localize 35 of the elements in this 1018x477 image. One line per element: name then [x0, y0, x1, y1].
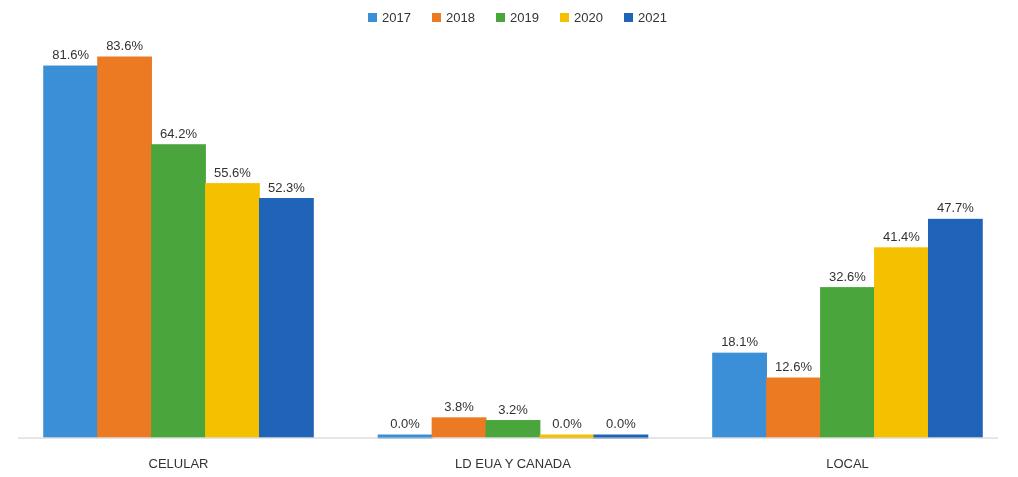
bar — [431, 417, 487, 438]
x-tick-label: CELULAR — [148, 456, 209, 471]
legend-label: 2017 — [382, 10, 411, 25]
data-label: 12.6% — [775, 359, 813, 375]
legend-label: 2018 — [446, 10, 475, 25]
data-label: 55.6% — [214, 164, 252, 180]
data-label: 0.0% — [606, 416, 637, 431]
bar — [205, 183, 260, 438]
x-tick-label: LOCAL — [826, 456, 869, 471]
bar — [712, 352, 767, 438]
legend-label: 2020 — [574, 10, 603, 25]
data-label: 47.7% — [936, 200, 975, 216]
legend-label: 2019 — [510, 10, 539, 25]
data-label: 32.6% — [829, 268, 867, 284]
data-label: 64.2% — [160, 125, 198, 141]
bar — [820, 287, 875, 438]
bar — [151, 144, 206, 438]
data-label: 3.8% — [444, 398, 475, 414]
x-tick-label: LD EUA Y CANADA — [455, 456, 572, 471]
bar — [259, 198, 314, 438]
data-label: 0.0% — [390, 416, 421, 431]
data-label: 41.4% — [882, 228, 921, 244]
legend-label: 2021 — [638, 10, 667, 25]
data-label: 52.3% — [267, 179, 306, 195]
bar — [766, 377, 821, 438]
data-label: 81.6% — [52, 47, 90, 63]
data-label: 18.1% — [721, 334, 759, 350]
bar — [43, 65, 99, 438]
bar — [927, 218, 983, 438]
data-label: 0.0% — [552, 416, 583, 431]
bar — [874, 247, 929, 438]
bar — [97, 56, 152, 438]
bar — [485, 420, 541, 438]
data-label: 83.6% — [106, 38, 144, 53]
data-label: 3.2% — [498, 401, 529, 417]
